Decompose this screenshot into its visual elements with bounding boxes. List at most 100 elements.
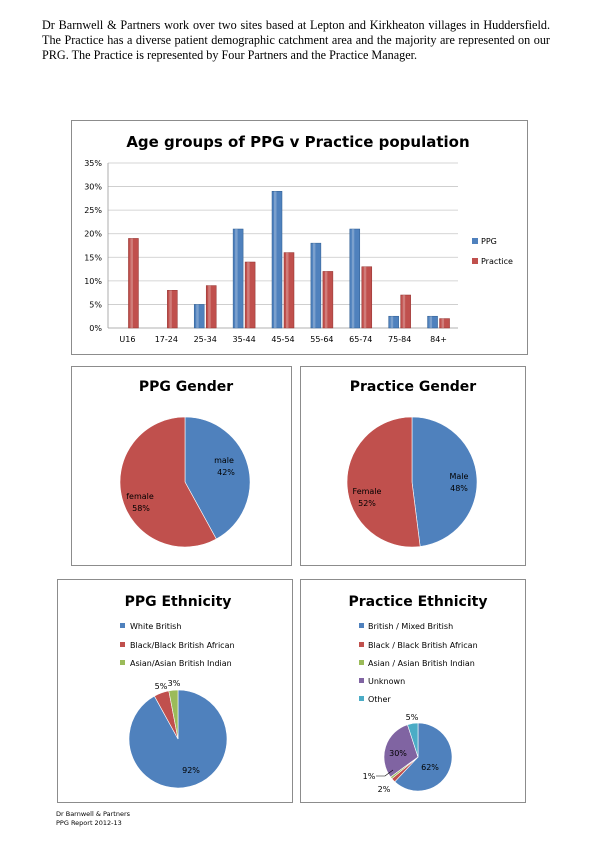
bar-ppg-75-84 — [388, 315, 399, 329]
x-tick-label-25-34: 25-34 — [194, 335, 217, 344]
practice-ethnicity-slice-3 — [383, 724, 419, 778]
pie-pct-white-british: 92% — [182, 766, 200, 775]
y-tick-label: 10% — [84, 277, 102, 286]
bar-highlight — [235, 229, 238, 328]
pie-label-female-practice: Female — [353, 487, 382, 496]
legend-swatch-unknown — [359, 678, 364, 683]
y-tick-label: 35% — [84, 159, 102, 168]
bar-highlight — [390, 316, 394, 328]
legend-label-unknown: Unknown — [368, 677, 405, 686]
ppg-gender-title: PPG Gender — [139, 379, 233, 395]
pie-label-female: female — [126, 492, 154, 501]
footer-practice-name: Dr Barnwell & Partners — [56, 810, 131, 818]
legend-swatch-black-african — [359, 642, 364, 647]
legend-swatch-practice — [472, 258, 478, 264]
bar-highlight — [247, 262, 250, 328]
pie-pct-male-practice: 48% — [450, 484, 468, 493]
practice-gender-pie-chart: Practice Gender Male 48% Female 52% — [346, 379, 478, 548]
legend-swatch-black-british-african — [120, 642, 125, 647]
bar-ppg-35-44 — [232, 228, 244, 329]
bar-highlight — [429, 316, 433, 328]
y-tick-label: 20% — [84, 230, 102, 239]
ppg-ethnicity-pie-chart: PPG Ethnicity White British Black/Black … — [120, 594, 235, 789]
ppg-ethnicity-slice-2 — [168, 689, 179, 740]
bar-practice-25-34 — [205, 285, 217, 329]
pie-pct-female: 58% — [132, 504, 150, 513]
legend-swatch-asian-british-indian — [120, 660, 125, 665]
legend-label-asian-british-indian: Asian/Asian British Indian — [130, 659, 232, 668]
x-tick-label-45-54: 45-54 — [271, 335, 294, 344]
x-tick-label-17-24: 17-24 — [155, 335, 178, 344]
pie-label-male-practice: Male — [450, 472, 469, 481]
pie-pct-asian-indian: 1% — [363, 772, 376, 781]
leader-line-asian-indian — [376, 769, 394, 777]
ppg-gender-slice-female — [119, 416, 217, 548]
bar-ppg-45-54 — [271, 191, 283, 329]
bar-highlight — [351, 229, 355, 328]
bar-highlight — [274, 191, 277, 328]
x-tick-label-65-74: 65-74 — [349, 335, 372, 344]
bar-practice-65-74 — [361, 266, 373, 329]
x-tick-label-35-44: 35-44 — [232, 335, 255, 344]
bar-practice-75-84 — [400, 294, 411, 329]
bar-practice-45-54 — [283, 252, 295, 329]
bar-practice-84 — [439, 318, 450, 329]
footer-report-title: PPG Report 2012-13 — [56, 819, 122, 827]
practice-gender-panel: Practice Gender Male 48% Female 52% — [300, 366, 526, 566]
ppg-gender-slice-male — [184, 416, 251, 540]
bar-highlight — [324, 271, 328, 328]
practice-gender-title: Practice Gender — [350, 379, 477, 395]
bar-practice-u16 — [128, 238, 139, 329]
bar-practice-17-24 — [167, 290, 178, 329]
pie-pct-asian-british: 3% — [168, 679, 181, 688]
ppg-ethnicity-title: PPG Ethnicity — [125, 594, 232, 610]
practice-ethnicity-title: Practice Ethnicity — [349, 594, 488, 610]
practice-ethnicity-slice-4 — [407, 722, 419, 758]
ppg-ethnicity-legend: White British Black/Black British Africa… — [120, 622, 235, 668]
bar-highlight — [312, 243, 316, 328]
pie-pct-black-african: 2% — [378, 785, 391, 794]
pie-pct-male: 42% — [217, 468, 235, 477]
bar-ppg-65-74 — [349, 228, 361, 329]
legend-label-british-mixed: British / Mixed British — [368, 622, 453, 631]
ppg-ethnicity-panel: PPG Ethnicity White British Black/Black … — [57, 579, 293, 803]
legend-label-black-african: Black / Black British African — [368, 641, 478, 650]
bar-highlight — [208, 285, 211, 328]
bar-highlight — [169, 290, 172, 328]
legend-swatch-ppg — [472, 238, 478, 244]
pie-pct-female-practice: 52% — [358, 499, 376, 508]
practice-ethnicity-legend: British / Mixed British Black / Black Br… — [359, 622, 478, 704]
bar-highlight — [402, 295, 406, 328]
age-chart-title: Age groups of PPG v Practice population — [126, 133, 469, 151]
pie-pct-other: 5% — [406, 713, 419, 722]
ppg-gender-panel: PPG Gender male 42% female 58% — [71, 366, 292, 566]
practice-ethnicity-panel: Practice Ethnicity British / Mixed Briti… — [300, 579, 526, 803]
legend-swatch-white-british — [120, 623, 125, 628]
legend-label-white-british: White British — [130, 622, 181, 631]
y-tick-label: 15% — [84, 253, 102, 262]
bar-ppg-55-64 — [310, 242, 322, 329]
practice-gender-slice-male — [411, 416, 478, 547]
x-tick-label-55-64: 55-64 — [310, 335, 333, 344]
practice-ethnicity-pie-chart: Practice Ethnicity British / Mixed Briti… — [349, 594, 488, 794]
pie-pct-black-british: 5% — [155, 682, 168, 691]
age-groups-chart-panel: Age groups of PPG v Practice population … — [71, 120, 528, 355]
bar-highlight — [196, 304, 199, 328]
x-tick-label-75-84: 75-84 — [388, 335, 411, 344]
practice-gender-slice-female — [346, 416, 421, 548]
bar-ppg-84 — [427, 315, 438, 329]
y-tick-label: 30% — [84, 183, 102, 192]
bar-ppg-25-34 — [193, 304, 205, 329]
pie-label-male: male — [214, 456, 234, 465]
bar-practice-35-44 — [244, 261, 256, 329]
legend-label-black-british-african: Black/Black British African — [130, 641, 235, 650]
bar-highlight — [130, 238, 133, 328]
legend-swatch-other — [359, 696, 364, 701]
y-tick-label: 0% — [89, 324, 102, 333]
practice-ethnicity-slice-0 — [394, 722, 453, 792]
bar-practice-55-64 — [322, 271, 334, 329]
pie-pct-unknown: 30% — [389, 749, 407, 758]
x-tick-label-u16: U16 — [119, 335, 135, 344]
legend-label-asian-indian: Asian / Asian British Indian — [368, 659, 475, 668]
legend-swatch-british-mixed — [359, 623, 364, 628]
